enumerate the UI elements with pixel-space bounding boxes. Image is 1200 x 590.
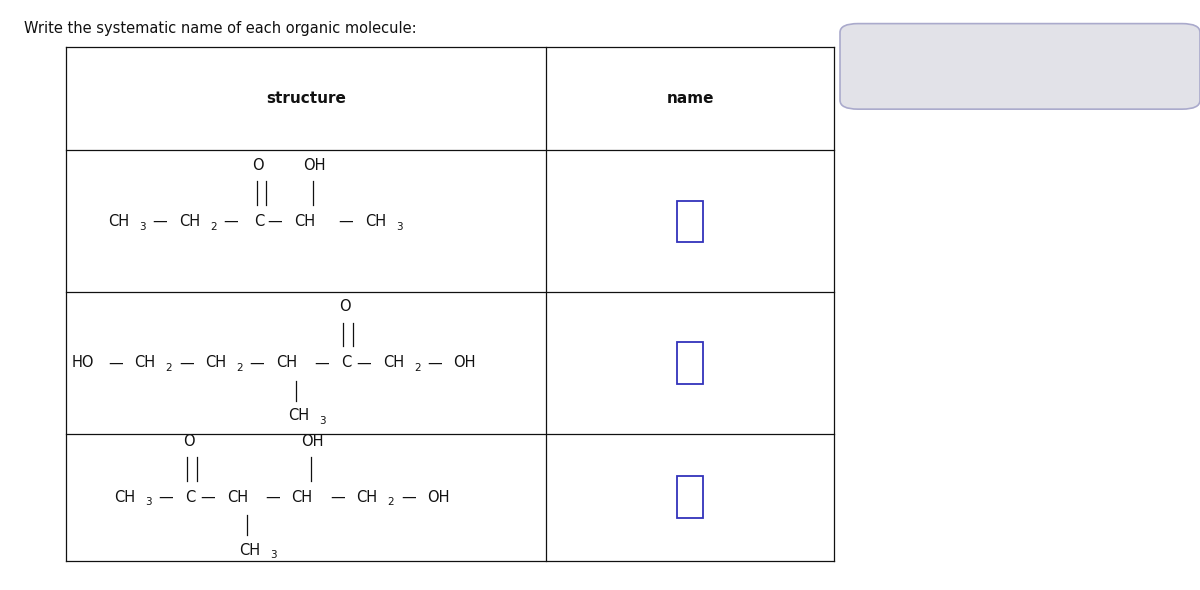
- Text: —: —: [265, 490, 280, 504]
- Text: CH: CH: [356, 490, 378, 504]
- Text: HO: HO: [72, 355, 95, 371]
- Text: —: —: [223, 214, 238, 229]
- Text: CH: CH: [227, 490, 248, 504]
- Text: structure: structure: [266, 91, 346, 106]
- Text: O: O: [252, 158, 264, 173]
- Text: C: C: [341, 355, 352, 371]
- Text: 3: 3: [396, 222, 403, 231]
- Text: name: name: [666, 91, 714, 106]
- Text: 2: 2: [166, 363, 173, 373]
- Text: —: —: [338, 214, 353, 229]
- Text: CH: CH: [114, 490, 136, 504]
- Text: CH: CH: [276, 355, 298, 371]
- Text: —: —: [330, 490, 344, 504]
- Text: CH: CH: [205, 355, 227, 371]
- Text: —: —: [179, 355, 193, 371]
- Text: —: —: [158, 490, 173, 504]
- Text: CH: CH: [108, 214, 130, 229]
- Text: CH: CH: [288, 408, 310, 424]
- Text: CH: CH: [134, 355, 156, 371]
- Text: OH: OH: [427, 490, 450, 504]
- Text: CH: CH: [239, 543, 260, 558]
- Text: OH: OH: [304, 158, 326, 173]
- Text: 3: 3: [319, 417, 326, 426]
- Text: —: —: [200, 490, 215, 504]
- Text: CH: CH: [383, 355, 404, 371]
- Text: ×: ×: [941, 57, 956, 76]
- Text: 2: 2: [388, 497, 395, 507]
- Text: —: —: [314, 355, 329, 371]
- Text: —: —: [356, 355, 371, 371]
- Text: —: —: [401, 490, 415, 504]
- Text: Write the systematic name of each organic molecule:: Write the systematic name of each organi…: [24, 21, 416, 35]
- Text: —: —: [152, 214, 167, 229]
- Text: O: O: [184, 434, 196, 448]
- Text: 3: 3: [145, 497, 152, 507]
- Text: OH: OH: [301, 434, 324, 448]
- FancyBboxPatch shape: [677, 201, 703, 242]
- Text: C: C: [185, 490, 196, 504]
- FancyBboxPatch shape: [677, 477, 703, 518]
- Text: —: —: [250, 355, 264, 371]
- FancyBboxPatch shape: [677, 342, 703, 384]
- Text: C: C: [254, 214, 265, 229]
- Text: 2: 2: [236, 363, 244, 373]
- Text: CH: CH: [179, 214, 200, 229]
- Text: CH: CH: [365, 214, 386, 229]
- Text: O: O: [340, 299, 352, 314]
- Text: —: —: [427, 355, 442, 371]
- Text: ↺: ↺: [1084, 57, 1099, 76]
- Text: —: —: [108, 355, 122, 371]
- Text: —: —: [268, 214, 282, 229]
- Text: 3: 3: [270, 550, 277, 560]
- Text: 2: 2: [414, 363, 421, 373]
- Text: 2: 2: [210, 222, 217, 231]
- Text: OH: OH: [454, 355, 476, 371]
- Text: 3: 3: [139, 222, 146, 231]
- Text: CH: CH: [292, 490, 313, 504]
- Text: CH: CH: [294, 214, 316, 229]
- FancyBboxPatch shape: [840, 24, 1200, 109]
